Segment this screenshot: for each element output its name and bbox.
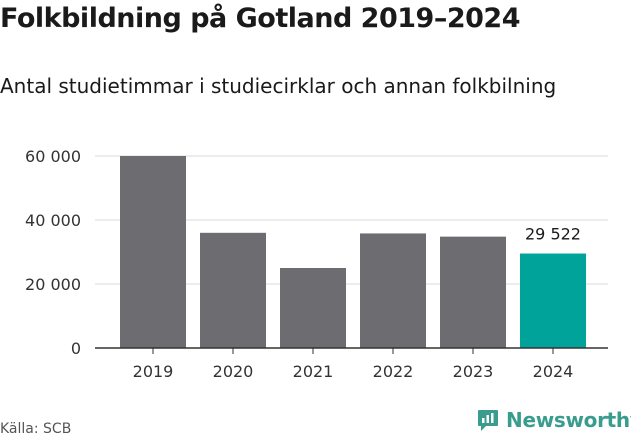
bar <box>280 268 346 348</box>
y-tick-label: 0 <box>71 339 81 358</box>
data-label: 29 522 <box>525 225 581 244</box>
bar <box>440 236 506 348</box>
brand-name: Newsworthy <box>506 408 631 432</box>
y-tick-label: 60 000 <box>25 147 81 166</box>
x-tick-label: 2020 <box>213 362 254 381</box>
chart-title: Folkbildning på Gotland 2019–2024 <box>0 3 520 34</box>
y-tick-label: 40 000 <box>25 211 81 230</box>
y-tick-label: 20 000 <box>25 275 81 294</box>
bar <box>200 232 266 348</box>
chart-subtitle: Antal studietimmar i studiecirklar och a… <box>0 74 557 98</box>
x-tick-label: 2024 <box>533 362 574 381</box>
x-tick-label: 2023 <box>453 362 494 381</box>
bar <box>520 253 586 348</box>
newsworthy-logo-icon <box>478 410 498 431</box>
source-note: Källa: SCB <box>0 421 72 437</box>
brand-logo: Newsworthy <box>476 408 631 432</box>
bar <box>120 156 186 348</box>
x-tick-label: 2021 <box>293 362 334 381</box>
x-tick-label: 2019 <box>133 362 174 381</box>
bar <box>360 233 426 348</box>
bar-chart: 0 20 000 40 000 60 000 2019 2020 2021 2022 2023 2… <box>25 147 608 381</box>
x-tick-label: 2022 <box>373 362 414 381</box>
